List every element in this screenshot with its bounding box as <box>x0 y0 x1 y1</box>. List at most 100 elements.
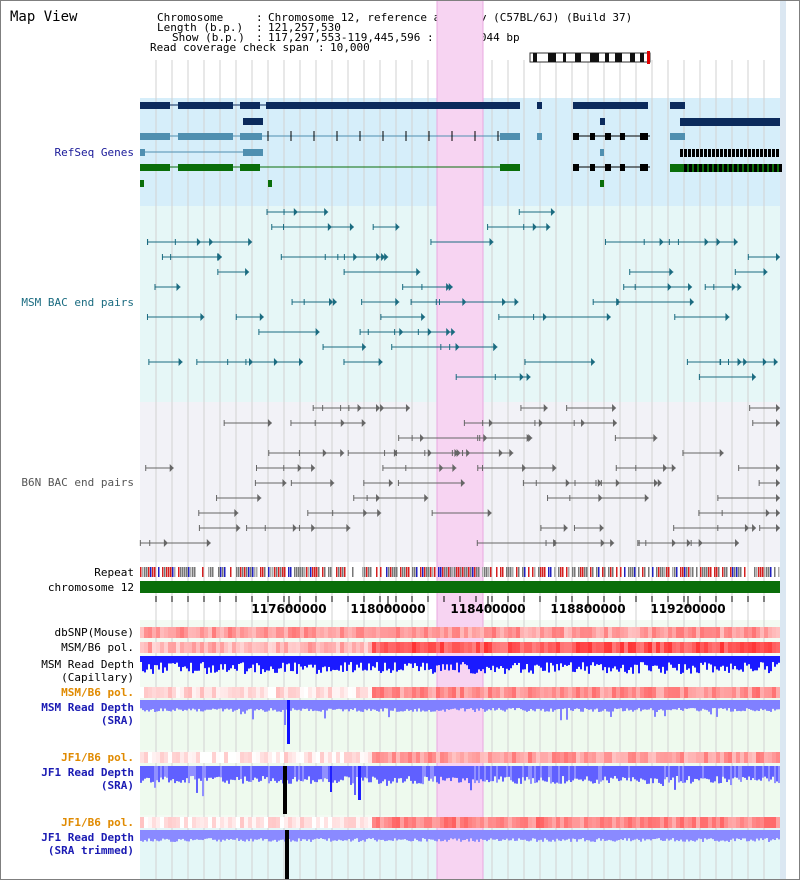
repeat-element <box>620 567 622 577</box>
msm-pol-2-cell <box>420 687 424 698</box>
msm-pol-1-cell <box>420 642 424 653</box>
jf1-trim-depth-bar <box>236 830 238 839</box>
jf1-sra-depth-bar <box>760 766 762 781</box>
msm-sra-depth-bar <box>586 700 588 710</box>
gene-row-5c <box>724 164 727 172</box>
jf1-sra-depth-bar <box>376 766 378 780</box>
jf1-trim-depth-bar <box>490 830 492 839</box>
msm-cap-depth-bar <box>304 656 306 666</box>
repeat-label: Repeat <box>94 566 134 579</box>
jf1-sra-depth-bar <box>678 766 680 783</box>
msm-cap-depth-bar <box>468 656 470 670</box>
jf1-trim-depth-bar <box>140 830 142 841</box>
jf1-pol-2-cell <box>160 817 164 828</box>
msm-cap-depth-bar <box>554 656 556 672</box>
msm-cap-depth-bar <box>592 656 594 663</box>
msm-sra-depth-bar <box>570 700 572 711</box>
jf1-sra-depth-bar <box>500 766 502 777</box>
msm-sra-depth-bar <box>268 700 270 711</box>
jf1-trim-depth-bar <box>520 830 522 840</box>
msm-sra-depth-bar <box>710 700 712 715</box>
msm-pol-2-cell <box>696 687 700 698</box>
jf1-trim-depth-bar <box>656 830 658 839</box>
dbsnp-cell <box>484 627 488 638</box>
msm-sra-depth-bar <box>450 700 452 710</box>
dbsnp-cell <box>160 627 164 638</box>
msm-cap-depth-bar <box>716 656 718 670</box>
msm-pol-2-cell <box>432 687 436 698</box>
msm-sra-depth-bar <box>370 700 372 711</box>
jf1-sra-depth-bar <box>264 766 266 779</box>
msm-pol-1-cell <box>340 642 344 653</box>
dbsnp-cell <box>696 627 700 638</box>
jf1-pol-1-cell <box>332 752 336 763</box>
b6n-arrow <box>538 419 543 427</box>
jf1-trim-depth-bar <box>310 830 312 842</box>
repeat-element <box>416 567 418 577</box>
jf1-trim-depth-bar <box>678 830 680 842</box>
jf1-pol-1-cell <box>432 752 436 763</box>
msm-pol-1-cell <box>504 642 508 653</box>
msm-sra-depth-bar <box>596 700 598 709</box>
msm-arrow <box>733 238 738 246</box>
msm-sra-depth-bar <box>160 700 162 709</box>
jf1-sra-depth-bar <box>408 766 410 777</box>
jf1-pol-2-cell <box>592 817 596 828</box>
jf1-trim-depth-bar <box>746 830 748 842</box>
repeat-element <box>220 567 222 577</box>
jf1-trim-depth-bar <box>696 830 698 841</box>
msm-cap-depth-bar <box>220 656 222 665</box>
jf1-pol-1-cell <box>712 752 716 763</box>
jf1-trim-depth-bar <box>604 830 606 841</box>
jf1-sra-depth-bar <box>298 766 300 780</box>
msm-pol-2-cell <box>164 687 168 698</box>
msm-pol-1-cell <box>772 642 776 653</box>
msm-pol-1-cell <box>532 642 536 653</box>
repeat-element <box>186 567 188 577</box>
length-value: 121,257,530 <box>268 21 341 34</box>
msm-pol-1-cell <box>240 642 244 653</box>
jf1-trim-depth-bar <box>244 830 246 842</box>
msm-arrow <box>384 253 389 261</box>
dbsnp-cell <box>148 627 152 638</box>
repeat-element <box>686 567 688 577</box>
jf1-pol-1-cell <box>652 752 656 763</box>
msm-pol-1-cell <box>224 642 228 653</box>
jf1-pol-2-cell <box>492 817 496 828</box>
length-label: Length (b.p.) <box>157 21 244 34</box>
jf1-sra-depth-bar <box>672 766 674 778</box>
jf1-sra-depth-bar <box>620 766 622 781</box>
jf1-pol-1-cell <box>192 752 196 763</box>
msm-cap-depth-bar <box>570 656 572 663</box>
msm-sra-depth-bar <box>376 700 378 711</box>
msm-sra-depth-bar <box>658 700 660 710</box>
msm-pol-1-cell <box>320 642 324 653</box>
msm-pol-2-cell <box>352 687 356 698</box>
jf1-sra-depth-bar <box>414 766 416 781</box>
msm-pol-2-cell <box>224 687 228 698</box>
repeat-element <box>146 567 148 577</box>
msm-pol-1-cell <box>628 642 632 653</box>
msm-cap-depth-bar <box>546 656 548 663</box>
msm-sra-depth-bar <box>254 700 256 711</box>
repeat-element <box>314 567 316 577</box>
msm-pol-1-cell <box>200 642 204 653</box>
gene-row-1-exon <box>266 102 520 109</box>
jf1-pol-1-cell <box>548 752 552 763</box>
msm-sra-depth-bar <box>356 700 358 712</box>
msm-cap-depth-bar <box>150 656 152 670</box>
msm-cap-depth-bar <box>346 656 348 671</box>
jf1-pol-2-cell <box>444 817 448 828</box>
jf1-pol-2-cell <box>600 817 604 828</box>
msm-cap-depth-bar <box>744 656 746 663</box>
msm-pol-1-cell <box>740 642 744 653</box>
jf1-pol-1-cell <box>556 752 560 763</box>
jf1-pol-2-cell <box>480 817 484 828</box>
msm-sra-depth-bar <box>386 700 388 709</box>
jf1-trim-depth-bar <box>690 830 692 841</box>
msm-pol-1-cell <box>216 642 220 653</box>
jf1-pol-1-cell <box>288 752 292 763</box>
msm-sra-depth-bar <box>468 700 470 709</box>
msm-pol-2-cell <box>220 687 224 698</box>
